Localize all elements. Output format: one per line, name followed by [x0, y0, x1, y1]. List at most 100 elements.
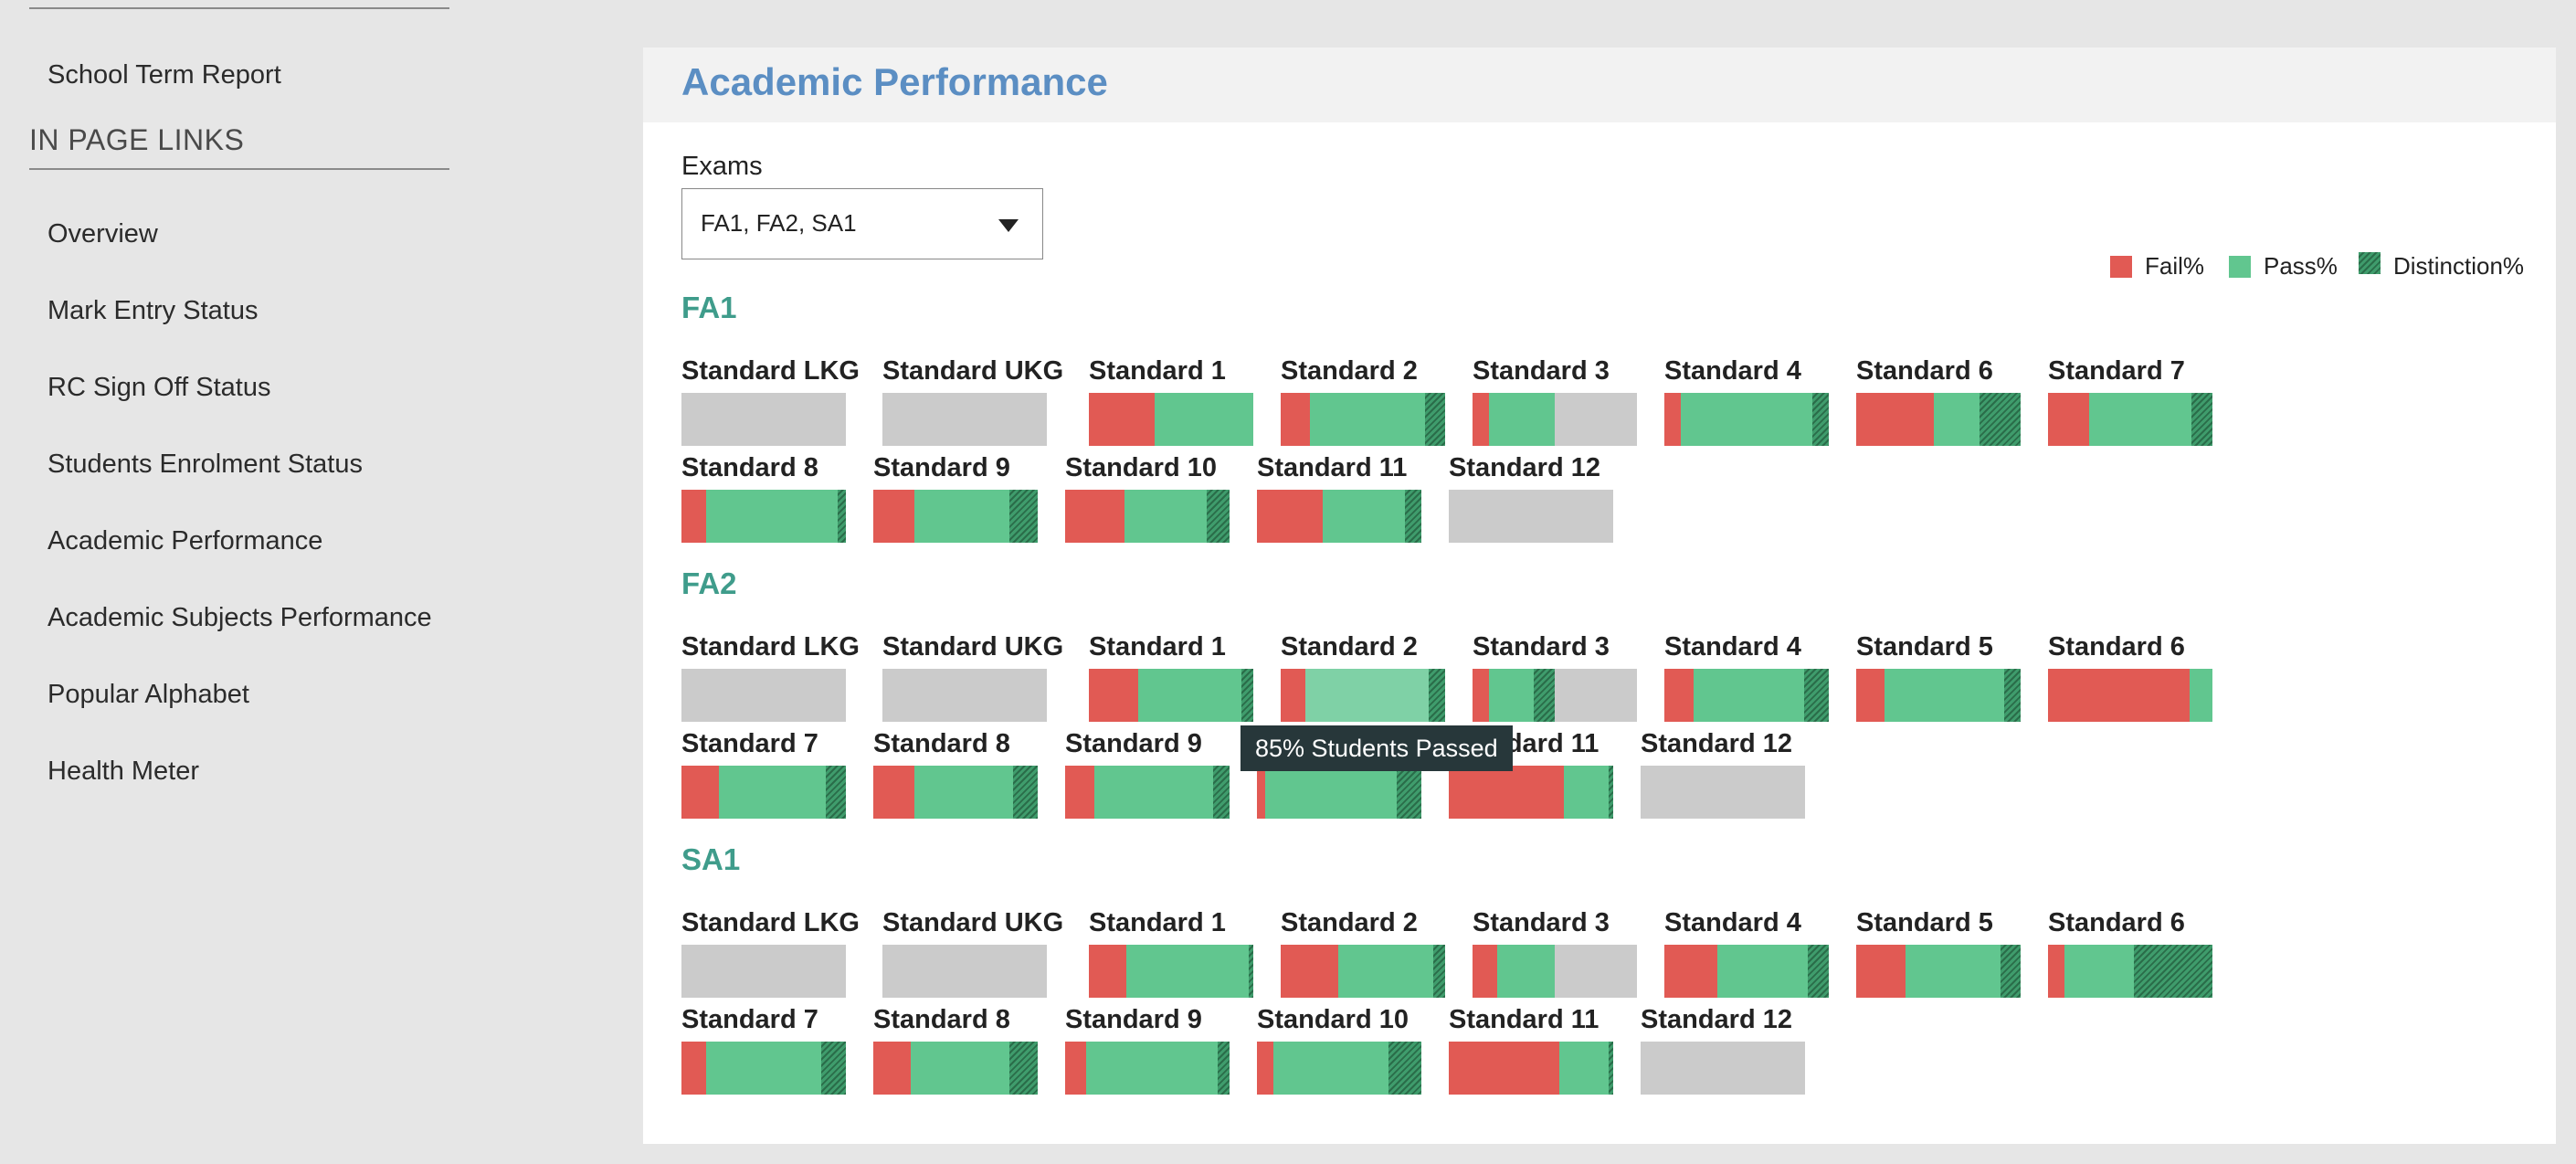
sidebar-link-overview[interactable]: Overview — [48, 219, 158, 249]
stacked-bar[interactable] — [1664, 945, 1829, 998]
standard-bar-sa1-standard-6[interactable]: Standard 6 — [2048, 908, 2231, 1009]
bar-segment-distinction[interactable] — [1206, 490, 1230, 543]
bar-segment-distinction[interactable] — [838, 490, 846, 543]
stacked-bar[interactable] — [1281, 393, 1445, 446]
standard-bar-fa1-standard-4[interactable]: Standard 4 — [1664, 356, 1847, 457]
bar-segment-fail[interactable] — [1473, 945, 1497, 998]
exams-select[interactable]: FA1, FA2, SA1 — [681, 188, 1043, 259]
standard-bar-fa1-standard-11[interactable]: Standard 11 — [1257, 453, 1440, 554]
standard-bar-sa1-standard-10[interactable]: Standard 10 — [1257, 1005, 1440, 1106]
stacked-bar[interactable] — [873, 490, 1038, 543]
sidebar-link-academic-subjects-performance[interactable]: Academic Subjects Performance — [48, 603, 432, 632]
bar-segment-fail[interactable] — [1664, 669, 1694, 722]
bar-segment-fail[interactable] — [2048, 669, 2190, 722]
stacked-bar[interactable] — [1089, 393, 1253, 446]
bar-segment-pass[interactable] — [1497, 945, 1555, 998]
bar-segment-pass[interactable] — [1694, 669, 1804, 722]
stacked-bar[interactable] — [1065, 766, 1230, 819]
stacked-bar[interactable] — [1856, 669, 2021, 722]
standard-bar-sa1-standard-ukg[interactable]: Standard UKG — [882, 908, 1065, 1009]
bar-segment-pass[interactable] — [1124, 490, 1207, 543]
standard-bar-sa1-standard-1[interactable]: Standard 1 — [1089, 908, 1272, 1009]
stacked-bar[interactable] — [1257, 1042, 1421, 1095]
stacked-bar[interactable] — [873, 1042, 1038, 1095]
stacked-bar[interactable] — [1065, 1042, 1230, 1095]
stacked-bar[interactable] — [1641, 1042, 1805, 1095]
bar-segment-fail[interactable] — [1856, 945, 1906, 998]
stacked-bar[interactable] — [1449, 1042, 1613, 1095]
bar-segment-pass[interactable] — [1933, 393, 1980, 446]
stacked-bar[interactable] — [681, 945, 846, 998]
stacked-bar[interactable] — [873, 766, 1038, 819]
bar-segment-distinction[interactable] — [1241, 669, 1253, 722]
stacked-bar[interactable] — [681, 766, 846, 819]
bar-segment-pass[interactable] — [1323, 490, 1405, 543]
bar-segment-pass[interactable] — [1265, 766, 1397, 819]
sidebar-link-academic-performance[interactable]: Academic Performance — [48, 526, 323, 556]
stacked-bar[interactable] — [2048, 945, 2212, 998]
standard-bar-fa2-standard-6[interactable]: Standard 6 — [2048, 632, 2231, 733]
bar-segment-distinction[interactable] — [1608, 766, 1613, 819]
bar-segment-pass[interactable] — [719, 766, 827, 819]
standard-bar-fa2-standard-ukg[interactable]: Standard UKG — [882, 632, 1065, 733]
standard-bar-fa1-standard-7[interactable]: Standard 7 — [2048, 356, 2231, 457]
bar-segment-pass[interactable] — [1138, 669, 1242, 722]
stacked-bar[interactable] — [1664, 669, 1829, 722]
standard-bar-sa1-standard-8[interactable]: Standard 8 — [873, 1005, 1056, 1106]
standard-bar-sa1-standard-9[interactable]: Standard 9 — [1065, 1005, 1248, 1106]
standard-bar-fa1-standard-12[interactable]: Standard 12 — [1449, 453, 1631, 554]
bar-segment-fail[interactable] — [1856, 393, 1934, 446]
bar-segment-fail[interactable] — [1065, 766, 1095, 819]
stacked-bar[interactable] — [1664, 393, 1829, 446]
standard-bar-sa1-standard-lkg[interactable]: Standard LKG — [681, 908, 864, 1009]
stacked-bar[interactable] — [1281, 669, 1445, 722]
bar-segment-pass[interactable] — [1564, 766, 1609, 819]
bar-segment-fail[interactable] — [1664, 945, 1717, 998]
bar-segment-distinction[interactable] — [1388, 1042, 1421, 1095]
stacked-bar[interactable] — [1449, 766, 1613, 819]
bar-segment-distinction[interactable] — [1009, 490, 1038, 543]
sidebar-link-students-enrolment-status[interactable]: Students Enrolment Status — [48, 450, 363, 479]
bar-segment-distinction[interactable] — [2133, 945, 2212, 998]
stacked-bar[interactable] — [681, 669, 846, 722]
bar-segment-distinction[interactable] — [1429, 669, 1445, 722]
stacked-bar[interactable] — [1089, 945, 1253, 998]
bar-segment-fail[interactable] — [1065, 490, 1124, 543]
standard-bar-sa1-standard-12[interactable]: Standard 12 — [1641, 1005, 1823, 1106]
bar-segment-distinction[interactable] — [1804, 669, 1829, 722]
standard-bar-fa2-standard-12[interactable]: Standard 12 — [1641, 729, 1823, 830]
stacked-bar[interactable] — [1089, 669, 1253, 722]
bar-segment-distinction[interactable] — [1009, 1042, 1038, 1095]
bar-segment-distinction[interactable] — [1807, 945, 1829, 998]
bar-segment-fail[interactable] — [1449, 1042, 1559, 1095]
stacked-bar[interactable] — [1449, 490, 1613, 543]
standard-bar-sa1-standard-5[interactable]: Standard 5 — [1856, 908, 2039, 1009]
bar-segment-pass[interactable] — [1305, 669, 1429, 722]
bar-segment-distinction[interactable] — [1013, 766, 1038, 819]
standard-bar-fa1-standard-9[interactable]: Standard 9 — [873, 453, 1056, 554]
standard-bar-fa1-standard-lkg[interactable]: Standard LKG — [681, 356, 864, 457]
bar-segment-pass[interactable] — [1273, 1042, 1388, 1095]
bar-segment-pass[interactable] — [1716, 945, 1808, 998]
bar-segment-fail[interactable] — [1281, 945, 1338, 998]
sidebar-link-school-term-report[interactable]: School Term Report — [48, 60, 281, 90]
bar-segment-pass[interactable] — [914, 490, 1010, 543]
bar-segment-pass[interactable] — [1489, 669, 1534, 722]
bar-segment-pass[interactable] — [2089, 393, 2191, 446]
bar-segment-distinction[interactable] — [1608, 1042, 1613, 1095]
bar-segment-distinction[interactable] — [1213, 766, 1230, 819]
bar-segment-distinction[interactable] — [1433, 945, 1445, 998]
stacked-bar[interactable] — [882, 669, 1047, 722]
standard-bar-fa2-standard-lkg[interactable]: Standard LKG — [681, 632, 864, 733]
bar-segment-distinction[interactable] — [2191, 393, 2212, 446]
bar-segment-distinction[interactable] — [821, 1042, 846, 1095]
bar-segment-distinction[interactable] — [1248, 945, 1253, 998]
stacked-bar[interactable] — [1473, 669, 1637, 722]
stacked-bar[interactable] — [882, 393, 1047, 446]
bar-segment-fail[interactable] — [1473, 393, 1489, 446]
standard-bar-fa2-standard-2[interactable]: Standard 2 — [1281, 632, 1463, 733]
stacked-bar[interactable] — [1281, 945, 1445, 998]
bar-segment-distinction[interactable] — [826, 766, 846, 819]
bar-segment-fail[interactable] — [1089, 669, 1138, 722]
stacked-bar[interactable] — [1856, 945, 2021, 998]
